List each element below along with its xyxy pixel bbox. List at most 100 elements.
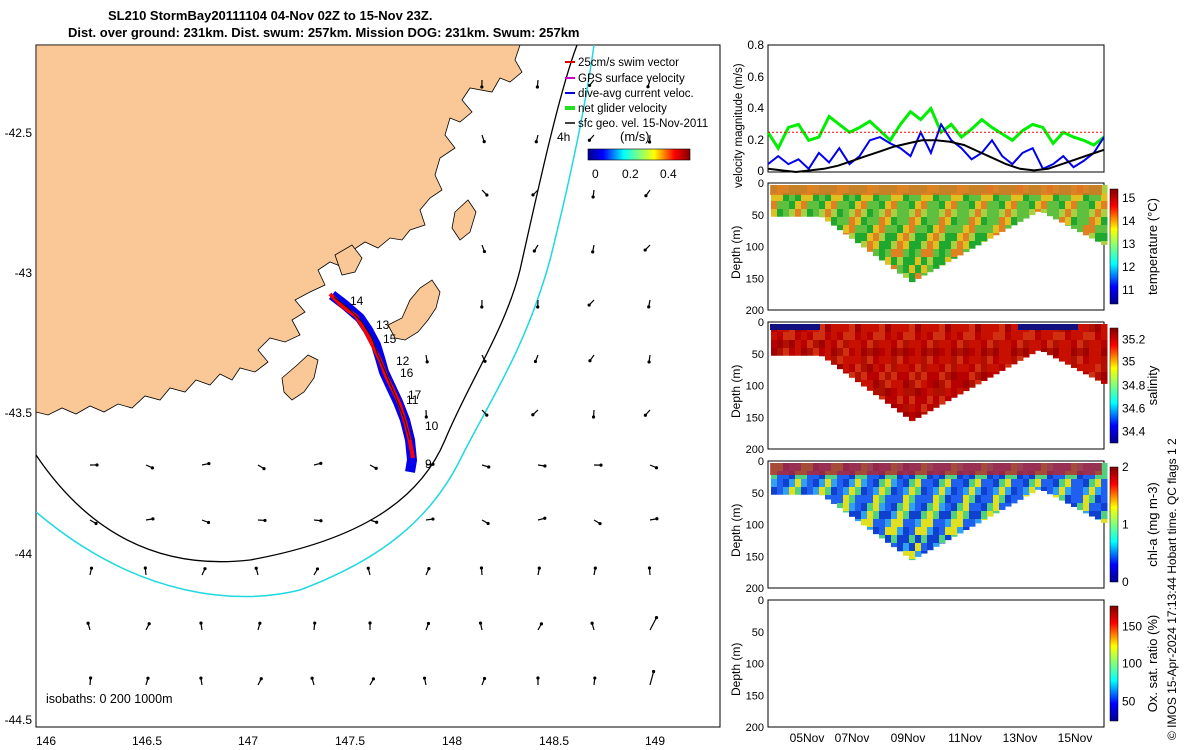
section-cell [981,372,988,381]
section-cell [921,225,928,234]
section-cell [783,487,790,495]
section-cell [927,543,934,551]
section-cell [801,332,808,341]
section-cell [777,193,784,202]
day-marker: 9 [425,457,432,471]
geo-arrow-head [643,248,647,252]
section-cell [891,332,898,341]
section-cell [981,332,988,341]
section-cell [1035,471,1042,480]
section-cell [1101,503,1108,512]
geo-arrow-head [539,622,544,626]
section-cell [951,348,958,357]
section-cell [855,225,862,234]
section-cell [999,364,1006,371]
section-cell [921,201,928,210]
section-cell [897,396,904,405]
section-cell [813,340,820,349]
section-cell [903,209,910,218]
section-cell [837,225,844,231]
section-cell [891,495,898,504]
section-cell [903,372,910,381]
section-cell [933,364,940,373]
section-cell [831,193,838,202]
section-cell [921,324,928,333]
section-cell [873,348,880,357]
section-cell [915,372,922,381]
section-cell [933,332,940,341]
isobaths-label: isobaths: 0 200 1000m [46,692,172,706]
section-cell [1095,479,1102,488]
section-cell [855,364,862,373]
section-cell [993,217,1000,226]
section-cell [1065,332,1072,341]
section-cell [957,233,964,242]
section-cell [897,225,904,234]
section-cell [987,364,994,373]
section-cell [999,332,1006,341]
section-cell [1083,503,1090,512]
geo-arrow-head [431,517,435,521]
section-cell [921,396,928,405]
section-cell [957,503,964,512]
section-cell [837,193,844,202]
section-cell [939,332,946,341]
section-cell [855,519,862,522]
section-cell [891,471,898,480]
geo-arrow-head [313,621,317,625]
section-cell [891,503,898,512]
section-cell [951,495,958,504]
section-cell [891,527,898,536]
section-cell [999,209,1006,218]
section-cell [1059,193,1066,202]
depth-tick: 100 [746,520,764,532]
section-cell [903,241,910,250]
section-cell [999,487,1006,496]
section-cell [927,249,934,258]
section-cell [921,193,928,202]
section-cell [1011,332,1018,341]
colorbar-tick-2: 0.4 [660,167,677,181]
section-cell [1023,471,1030,480]
section-cell [909,519,916,528]
section-cell [963,503,970,512]
section-cell [813,487,820,495]
section-cell [1023,193,1030,202]
colorbar-tick: 34.4 [1122,425,1146,439]
section-cell [855,503,862,512]
section-cell [933,372,940,381]
section-cell [879,249,886,258]
section-cell [963,241,970,250]
section-cell [1095,511,1102,520]
section-cell [939,388,946,397]
section-cell [1005,201,1012,210]
section-cell [963,380,970,389]
section-cell [1047,332,1054,341]
section-cell [921,511,928,520]
section-cell [909,404,916,413]
section-cell [963,364,970,373]
section-cell [1101,519,1108,523]
section-cell [843,471,850,480]
section-cell [1101,332,1108,341]
section-cell [945,487,952,496]
section-cell [843,225,850,234]
velocity-series-line [767,122,1105,171]
section-cell [909,372,916,381]
geo-arrow-head [532,249,536,253]
fresh-surface [770,324,820,330]
section-cell [981,364,988,373]
section-cell [861,372,868,381]
section-cell [951,519,958,528]
section-cell [861,356,868,365]
section-cell [915,217,922,226]
section-cell [1053,479,1060,488]
section-cell [807,201,814,210]
section-cell [843,217,850,226]
colorbar-tick: 35.2 [1122,333,1146,347]
section-cell [933,503,940,512]
section-cell [939,348,946,357]
chl-surface [770,463,1102,475]
section-cell [927,225,934,234]
section-cell [933,487,940,496]
